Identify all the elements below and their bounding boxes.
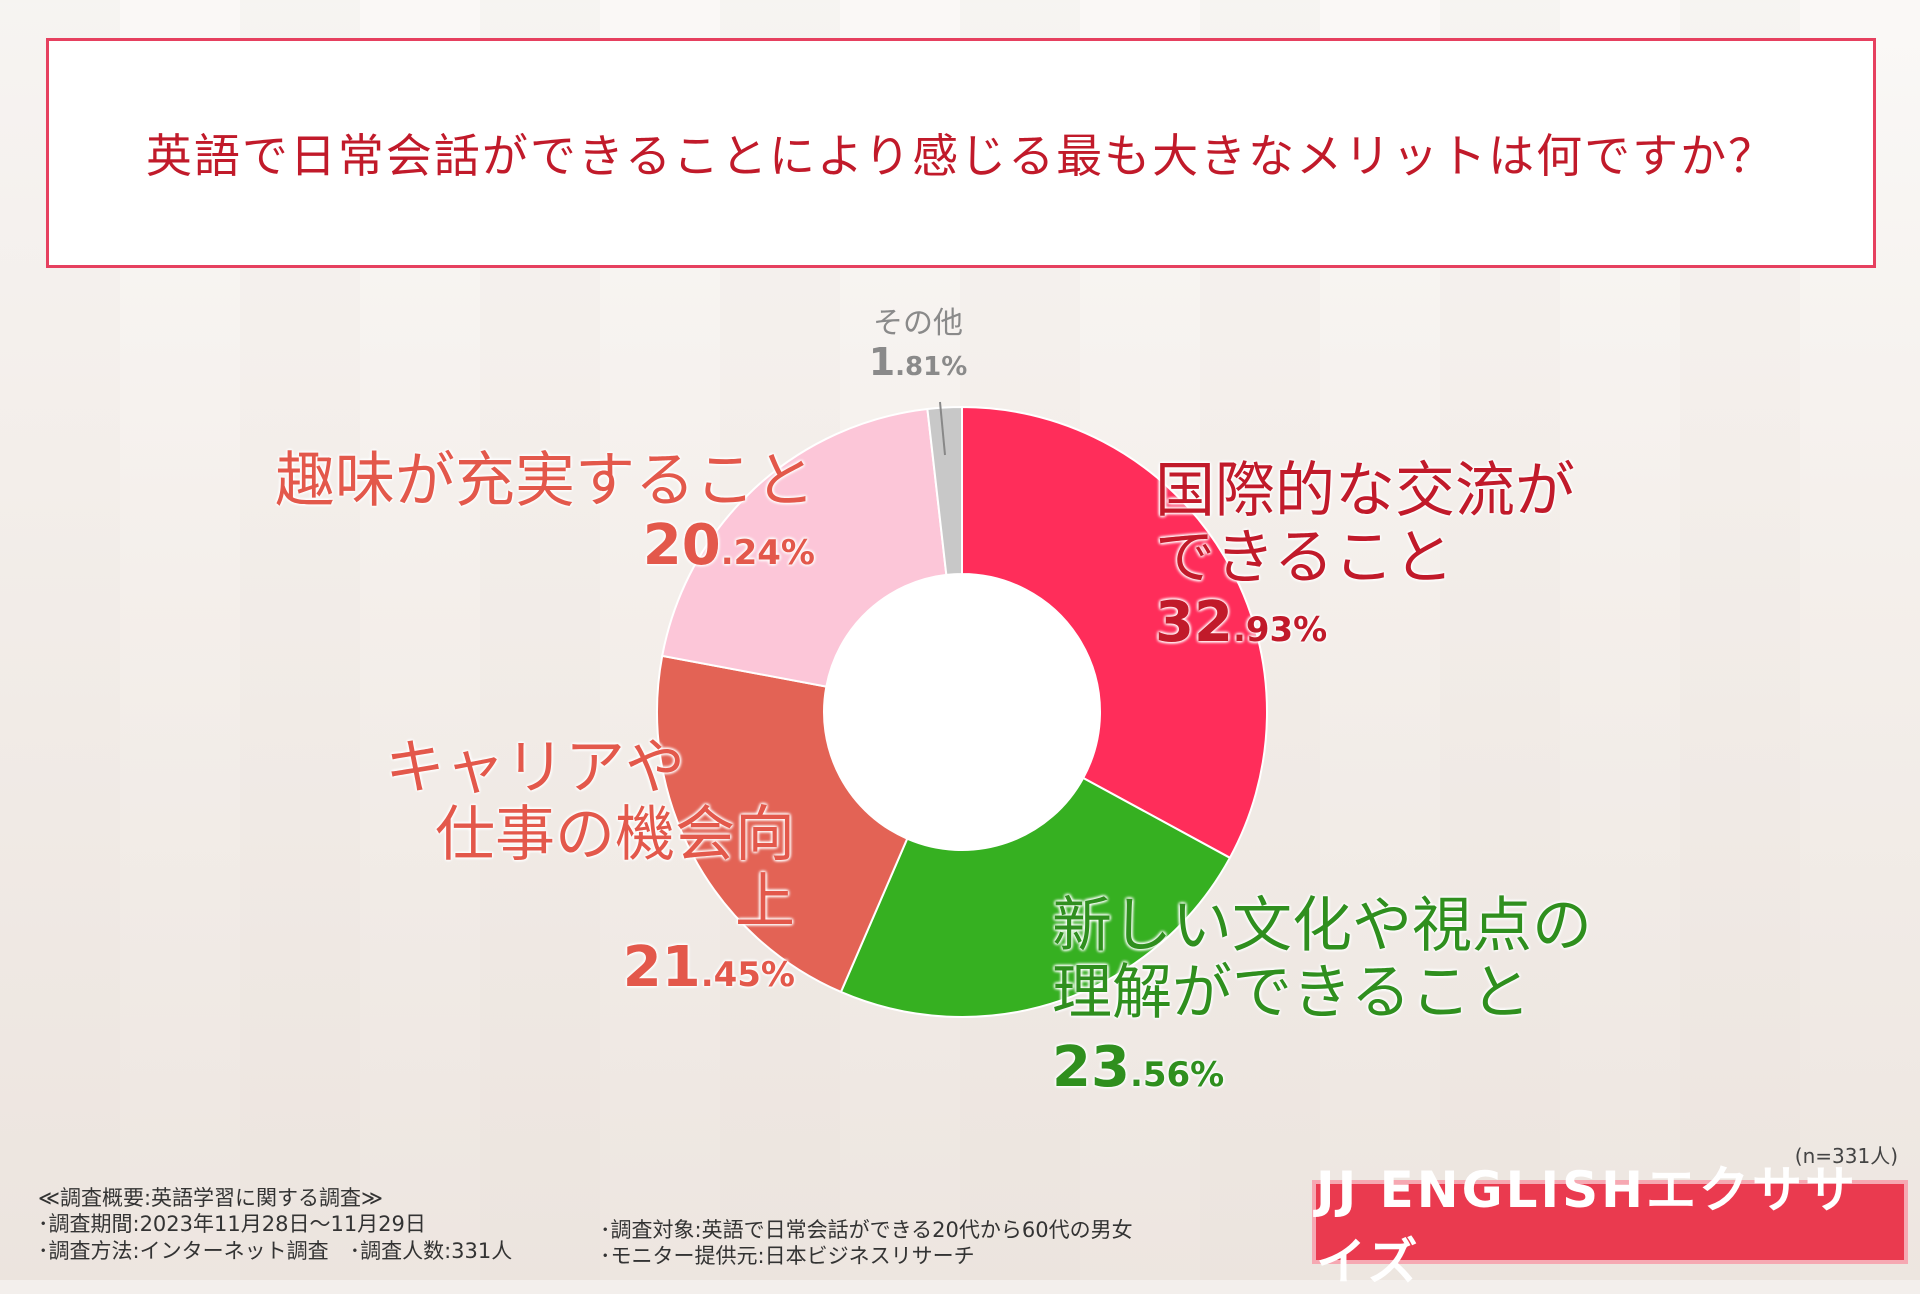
label-new-culture: 新しい文化や視点の 理解ができること 23.56% — [1052, 891, 1592, 1100]
sample-size-note: (n=331人) — [1794, 1144, 1898, 1168]
label-line: できること — [1155, 523, 1454, 594]
label-line: 新しい文化や視点の — [1052, 891, 1592, 961]
label-name: 趣味が充実すること — [275, 446, 815, 516]
label-percent: 21.45% — [385, 934, 795, 1000]
donut-hole — [824, 574, 1100, 850]
label-percent: 23.56% — [1052, 1037, 1592, 1100]
label-line: 国際的な交流が — [1155, 456, 1575, 526]
percent-int: 1 — [868, 339, 896, 384]
label-other: その他 1.81% — [848, 307, 988, 383]
footnote-period: ･調査期間:2023年11月28日〜11月29日 — [38, 1212, 426, 1237]
title-box: 英語で日常会話ができることにより感じる最も大きなメリットは何ですか？ — [46, 38, 1876, 268]
label-name: 国際的な交流が できること — [1155, 456, 1575, 594]
label-name: キャリアや 仕事の機会向上 — [385, 733, 795, 938]
label-line: 趣味が充実すること — [275, 446, 815, 516]
label-name: 新しい文化や視点の 理解ができること — [1052, 891, 1592, 1029]
percent-int: 23 — [1052, 1035, 1130, 1101]
label-line: 理解ができること — [1052, 958, 1531, 1029]
label-percent: 20.24% — [275, 513, 815, 579]
percent-dec: .45% — [700, 954, 795, 995]
brand-logo-text: JJ ENGLISHエクササイズ — [1316, 1161, 1858, 1291]
footnote-method: ･調査方法:インターネット調査 ･調査人数:331人 — [38, 1238, 513, 1263]
percent-dec: .56% — [1129, 1055, 1225, 1096]
label-line: その他 — [873, 306, 963, 341]
label-career: キャリアや 仕事の機会向上 21.45% — [385, 733, 795, 1000]
footnote-provider: ･モニター提供元:日本ビジネスリサーチ — [600, 1244, 975, 1269]
survey-footnotes-right: ･調査対象:英語で日常会話ができる20代から60代の男女 ･モニター提供元:日本… — [600, 1217, 1133, 1270]
percent-int: 21 — [622, 934, 701, 1000]
percent-dec: .81% — [895, 351, 968, 382]
chart-title: 英語で日常会話ができることにより感じる最も大きなメリットは何ですか？ — [145, 129, 1777, 183]
label-line: キャリアや — [385, 733, 685, 803]
percent-int: 32 — [1155, 590, 1233, 656]
footnote-heading: ≪調査概要:英語学習に関する調査≫ — [38, 1186, 384, 1210]
footnote-target: ･調査対象:英語で日常会話ができる20代から60代の男女 — [600, 1218, 1133, 1242]
label-percent: 32.93% — [1155, 592, 1575, 655]
survey-footnotes-left: ≪調査概要:英語学習に関する調査≫ ･調査期間:2023年11月28日〜11月2… — [38, 1185, 512, 1264]
leader-line-other — [939, 401, 946, 456]
percent-dec: .93% — [1232, 610, 1328, 651]
label-percent: 1.81% — [848, 339, 988, 384]
label-hobby: 趣味が充実すること 20.24% — [275, 446, 815, 579]
label-line: 仕事の機会向上 — [435, 800, 795, 938]
brand-logo: JJ ENGLISHエクササイズ — [1312, 1161, 1908, 1291]
label-international-exchange: 国際的な交流が できること 32.93% — [1155, 456, 1575, 655]
percent-dec: .24% — [720, 533, 815, 574]
percent-int: 20 — [642, 513, 721, 579]
